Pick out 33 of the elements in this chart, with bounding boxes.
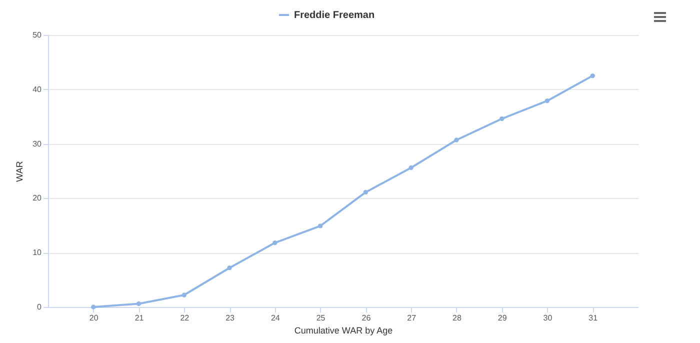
y-axis-title: WAR — [14, 160, 25, 182]
point — [500, 116, 504, 122]
x-tick-label: 22 — [180, 314, 190, 322]
point — [318, 224, 323, 228]
point — [272, 240, 278, 246]
x-axis-title: Cumulative WAR by Age — [294, 326, 393, 336]
x-tick-label: 20 — [89, 314, 99, 322]
y-tick-label: 30 — [32, 139, 42, 148]
x-tick-label: 29 — [498, 314, 508, 322]
point — [136, 301, 142, 306]
x-tick-label: 25 — [316, 314, 326, 322]
x-tick-label: 27 — [407, 314, 417, 322]
x-tick-label: 26 — [362, 314, 372, 322]
y-tick-label: 40 — [32, 84, 42, 94]
y-tick-label: 50 — [32, 30, 42, 40]
x-tick-label: 30 — [543, 314, 553, 322]
point — [182, 292, 186, 298]
point — [590, 73, 595, 78]
x-tick-label: 21 — [134, 314, 144, 322]
point — [408, 165, 414, 170]
legend-label: Freddie Freeman — [294, 10, 375, 21]
x-tick-label: 23 — [226, 314, 236, 322]
point — [454, 138, 459, 142]
y-tick-label: 20 — [32, 194, 42, 203]
x-tick-label: 28 — [452, 314, 462, 322]
y-tick-label: 10 — [32, 248, 42, 258]
y-tick-label: 0 — [37, 302, 42, 312]
x-tick-label: 31 — [588, 314, 598, 322]
point — [91, 304, 96, 310]
point — [227, 265, 232, 270]
point — [363, 190, 368, 195]
x-tick-label: 24 — [270, 314, 280, 322]
point — [544, 98, 550, 104]
